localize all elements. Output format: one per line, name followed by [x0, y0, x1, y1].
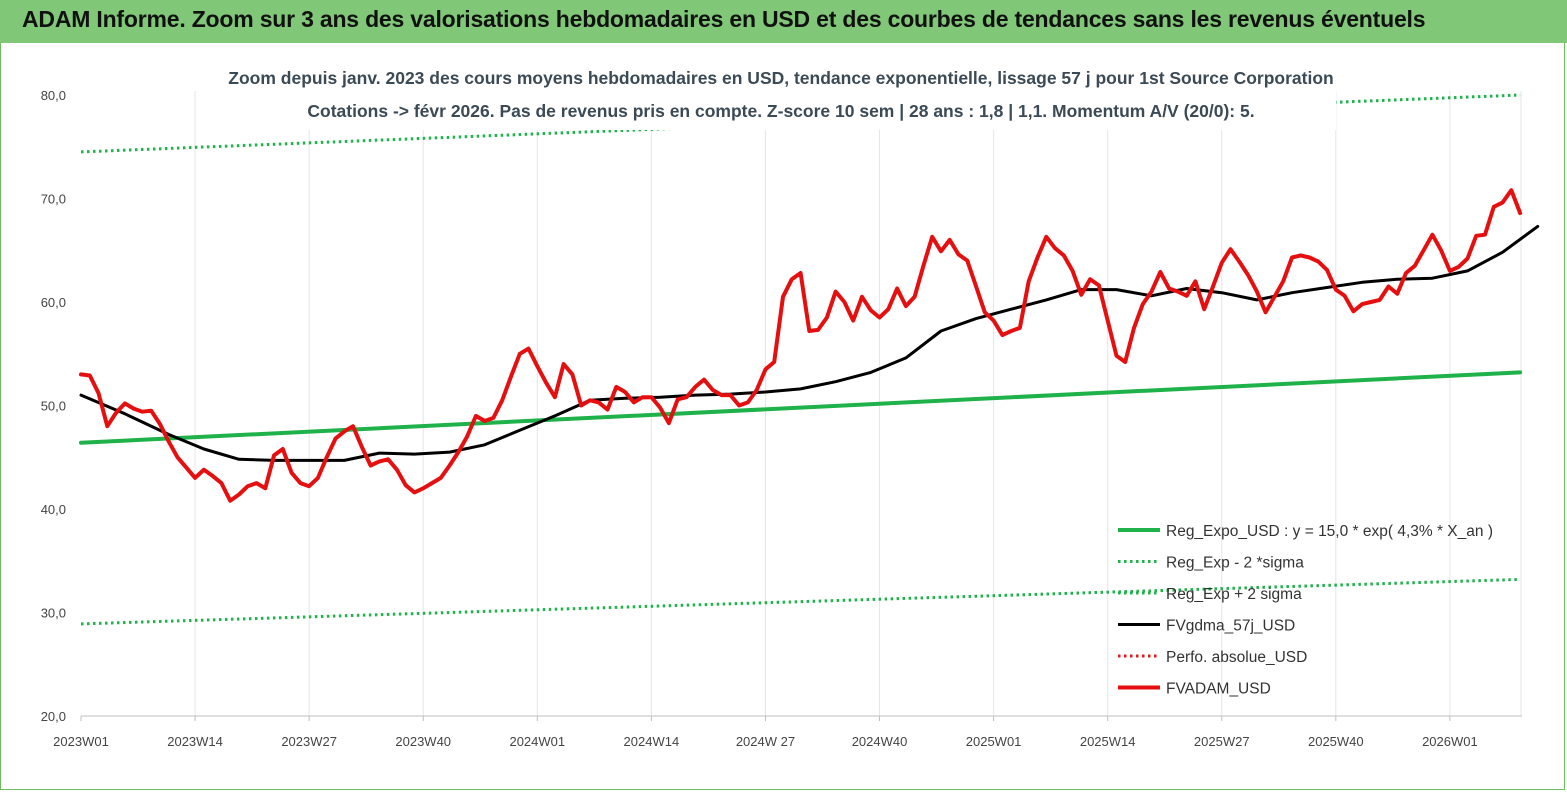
x-tick-label: 2023W14	[167, 734, 223, 749]
series-line-fvgdma-57j-usd	[79, 224, 1540, 462]
legend-label: Perfo. absolue_USD	[1166, 649, 1307, 666]
x-tick-label: 2024W40	[852, 734, 908, 749]
y-axis-ticks: 80,0 70,0 60,0 50,0 40,0 30,0 20,0	[41, 88, 66, 724]
series-line-fvadam-usd	[79, 188, 1523, 503]
y-tick-label: 70,0	[41, 192, 66, 207]
legend-label: Reg_Exp + 2 sigma	[1166, 586, 1302, 603]
x-tick-label: 2023W27	[281, 734, 337, 749]
legend-label: Reg_Expo_USD : y = 15,0 * exp( 4,3% * X_…	[1166, 523, 1493, 540]
legend-label: FVADAM_USD	[1166, 681, 1271, 698]
x-tick-label: 2024W01	[509, 734, 565, 749]
x-tick-label: 2024W 27	[736, 734, 795, 749]
y-tick-label: 60,0	[41, 295, 66, 310]
title-banner: ADAM Informe. Zoom sur 3 ans des valoris…	[0, 0, 1567, 43]
legend: Reg_Expo_USD : y = 15,0 * exp( 4,3% * X_…	[1118, 523, 1493, 698]
x-tick-label: 2025W01	[966, 734, 1022, 749]
x-tick-label: 2026W01	[1422, 734, 1478, 749]
y-tick-label: 50,0	[41, 399, 66, 414]
legend-label: Reg_Exp - 2 *sigma	[1166, 555, 1304, 572]
series-group	[79, 93, 1540, 626]
series-line-reg-exp-2-sigma	[80, 577, 1521, 626]
chart-title-line-2: Cotations -> févr 2026. Pas de revenus p…	[307, 101, 1254, 121]
y-tick-label: 40,0	[41, 502, 66, 517]
x-tick-label: 2023W01	[53, 734, 109, 749]
chart-title-line-1: Zoom depuis janv. 2023 des cours moyens …	[228, 68, 1333, 88]
x-tick-label: 2025W40	[1308, 734, 1364, 749]
chart-title-background	[230, 60, 1336, 130]
legend-label: FVgdma_57j_USD	[1166, 618, 1295, 635]
series-line-reg-expo-usd-y-15-0-exp-4-3-x-an	[79, 370, 1523, 445]
x-axis-ticks: 2023W01 2023W14 2023W27 2023W40 2024W01 2024W…	[53, 716, 1478, 749]
x-tick-label: 2023W40	[395, 734, 451, 749]
y-tick-label: 20,0	[41, 709, 66, 724]
y-tick-label: 80,0	[41, 88, 66, 103]
banner-title: ADAM Informe. Zoom sur 3 ans des valoris…	[22, 6, 1426, 32]
x-tick-label: 2025W14	[1080, 734, 1136, 749]
x-tick-label: 2024W14	[624, 734, 680, 749]
y-tick-label: 30,0	[41, 606, 66, 621]
x-tick-label: 2025W27	[1194, 734, 1250, 749]
